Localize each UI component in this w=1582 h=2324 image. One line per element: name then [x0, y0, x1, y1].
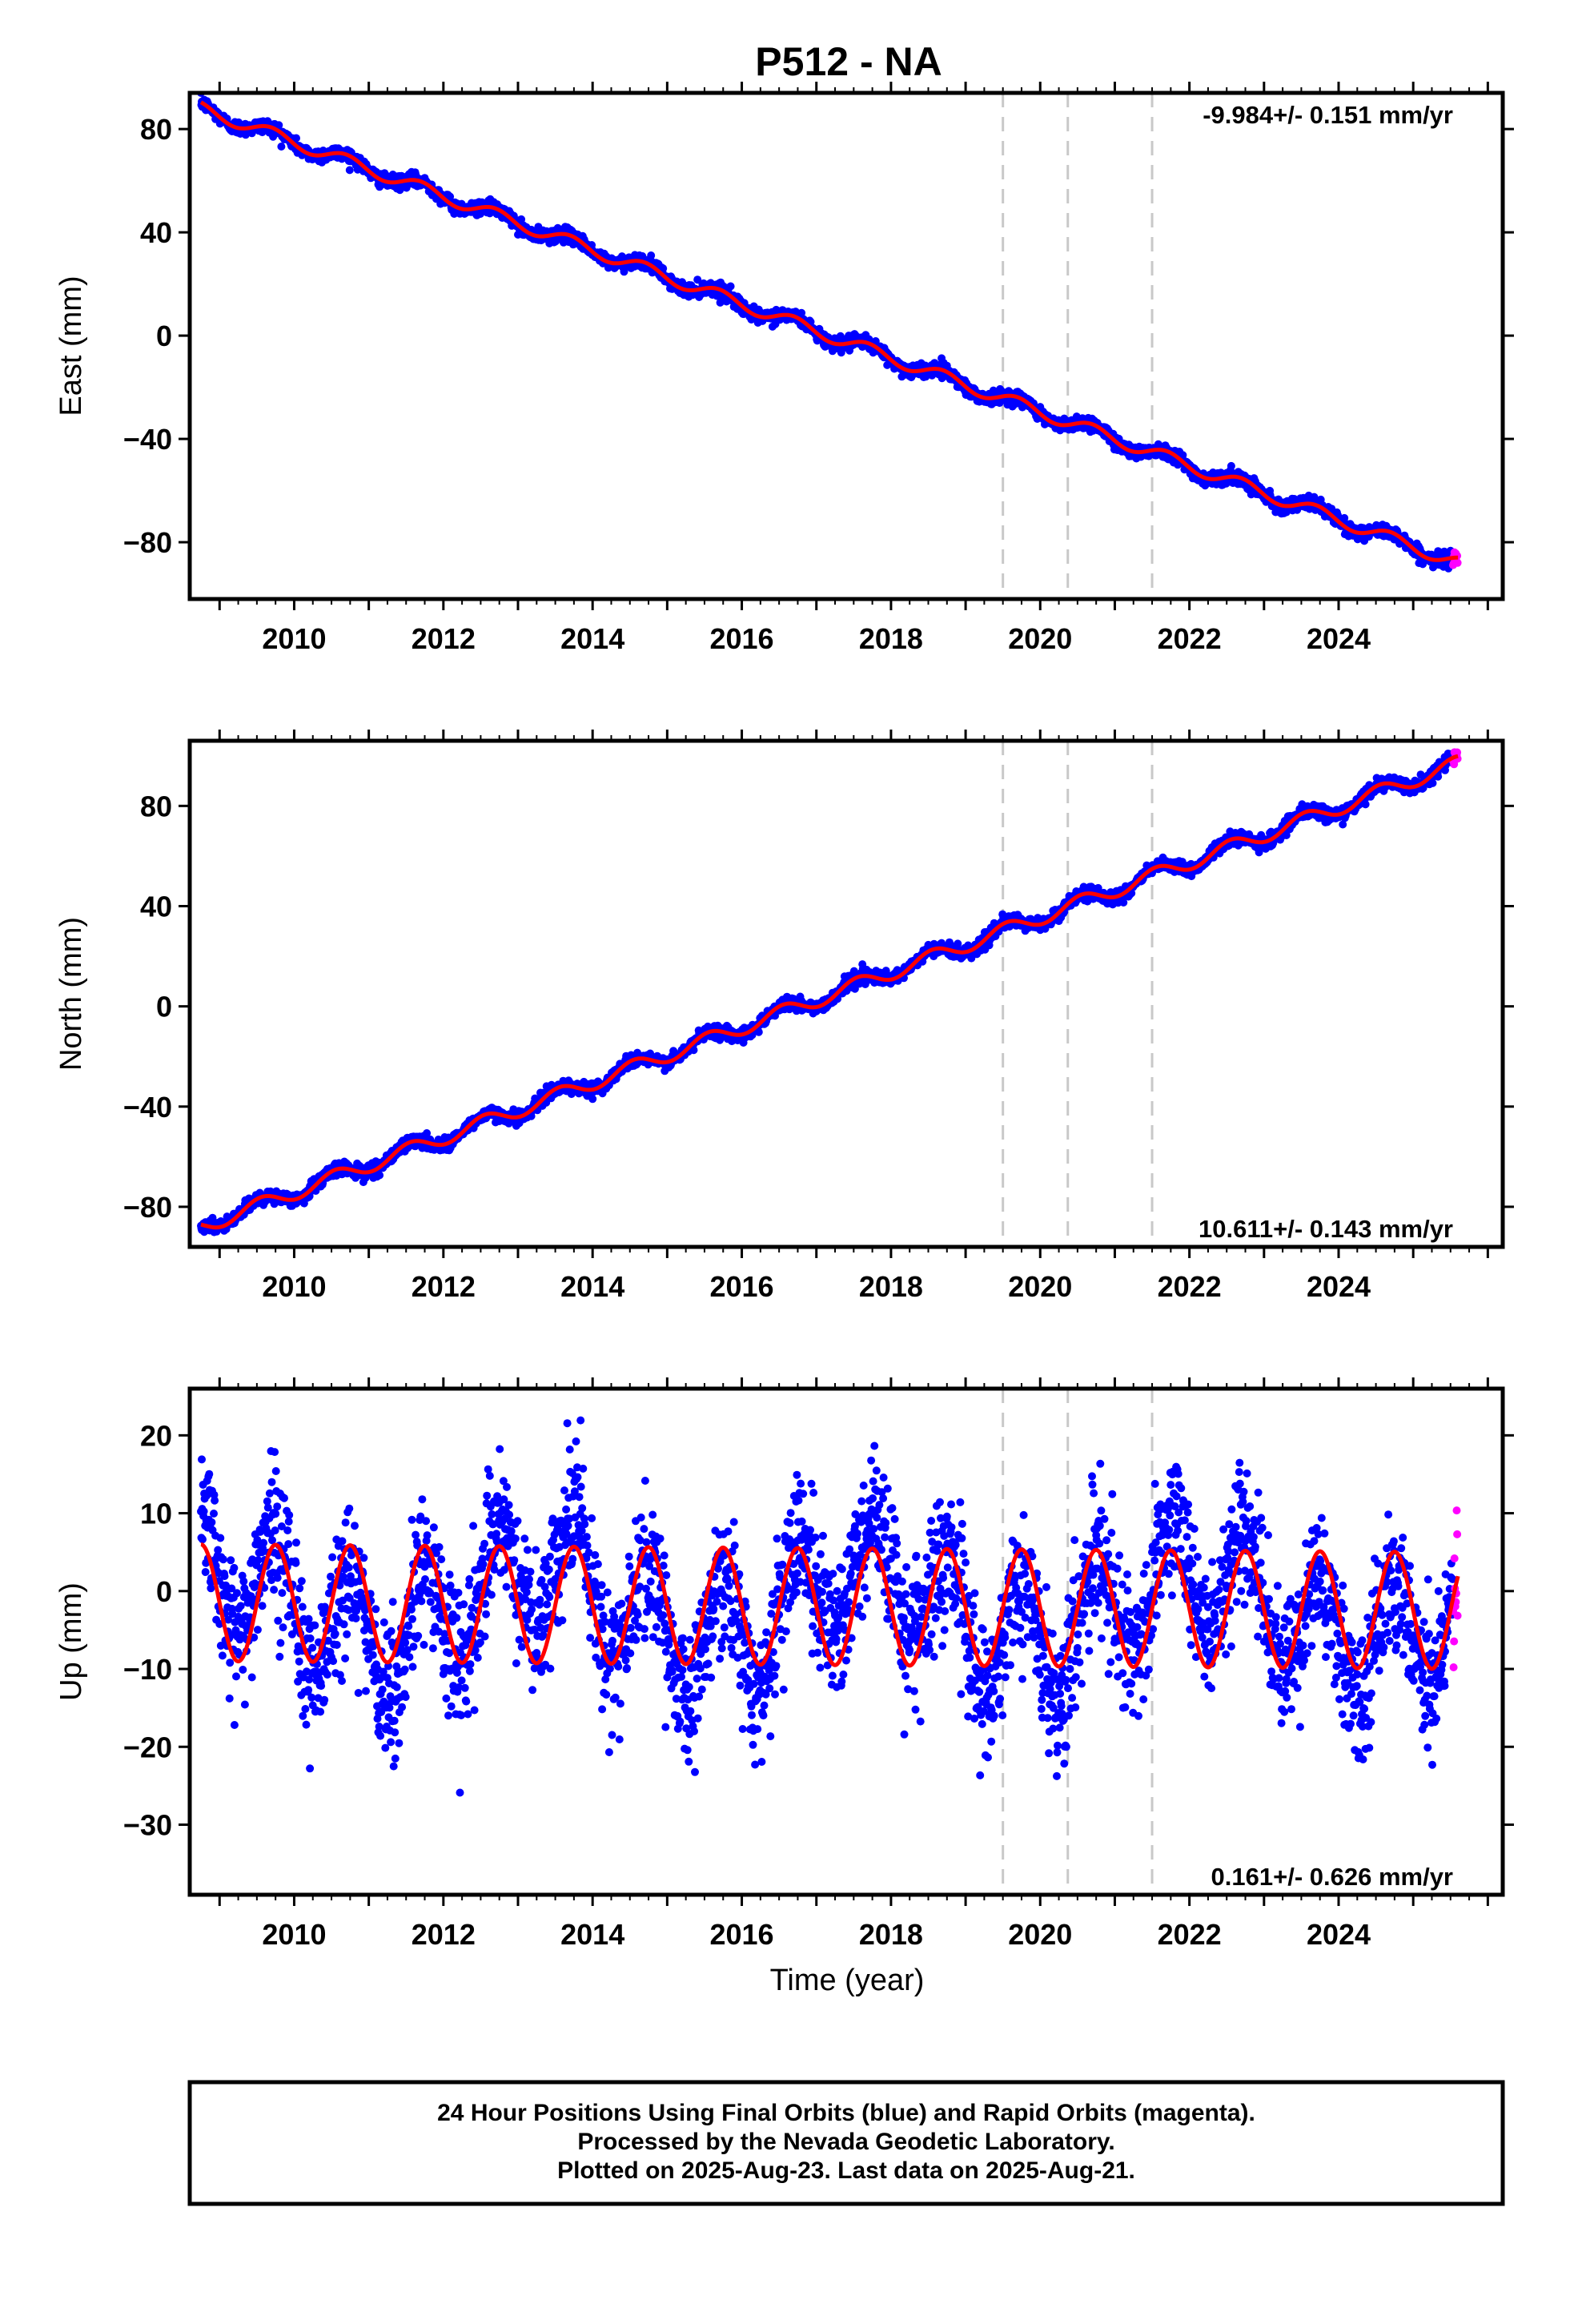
y-tick-label: 0: [156, 320, 172, 352]
x-tick-label: 2016: [709, 622, 773, 655]
final-orbit-point: [292, 134, 300, 143]
final-orbit-point: [345, 166, 354, 175]
x-tick-label: 2014: [560, 622, 624, 655]
velocity-label: -9.984+/- 0.151 mm/yr: [1203, 101, 1453, 129]
final-orbit-point: [726, 282, 735, 291]
x-tick-label: 2012: [412, 622, 476, 655]
final-orbit-point: [1227, 461, 1235, 470]
final-orbit-point: [716, 298, 725, 307]
y-tick-label: 80: [140, 113, 172, 146]
y-tick-label: 40: [140, 216, 172, 249]
east-panel: 80 40 0 −40 −80 2010 2012 2014 2016 2018 2020 2022 2…: [54, 82, 1514, 655]
plot-area: [197, 93, 1462, 599]
y-tick-label: −40: [123, 423, 172, 456]
x-tick-label: 2024: [1307, 622, 1371, 655]
x-tick-label: 2018: [859, 622, 923, 655]
final-orbit-point: [277, 143, 286, 151]
x-tick-label: 2010: [262, 622, 326, 655]
final-orbit-point: [588, 1095, 597, 1104]
x-tick-label: 2022: [1158, 622, 1222, 655]
chart-title: P512 - NA: [755, 39, 942, 84]
final-orbit-point: [797, 308, 806, 317]
rapid-orbit-point: [1453, 558, 1462, 567]
y-axis-label: East (mm): [54, 275, 88, 416]
final-orbit-point: [517, 215, 526, 223]
final-orbit-point: [647, 251, 656, 259]
final-orbit-point: [375, 1171, 384, 1180]
y-tick-label: −80: [123, 526, 172, 559]
final-orbit-point: [446, 192, 455, 201]
plot-area: [197, 741, 1462, 1247]
x-tick-label: 2020: [1008, 622, 1072, 655]
final-orbit-point: [659, 264, 668, 273]
